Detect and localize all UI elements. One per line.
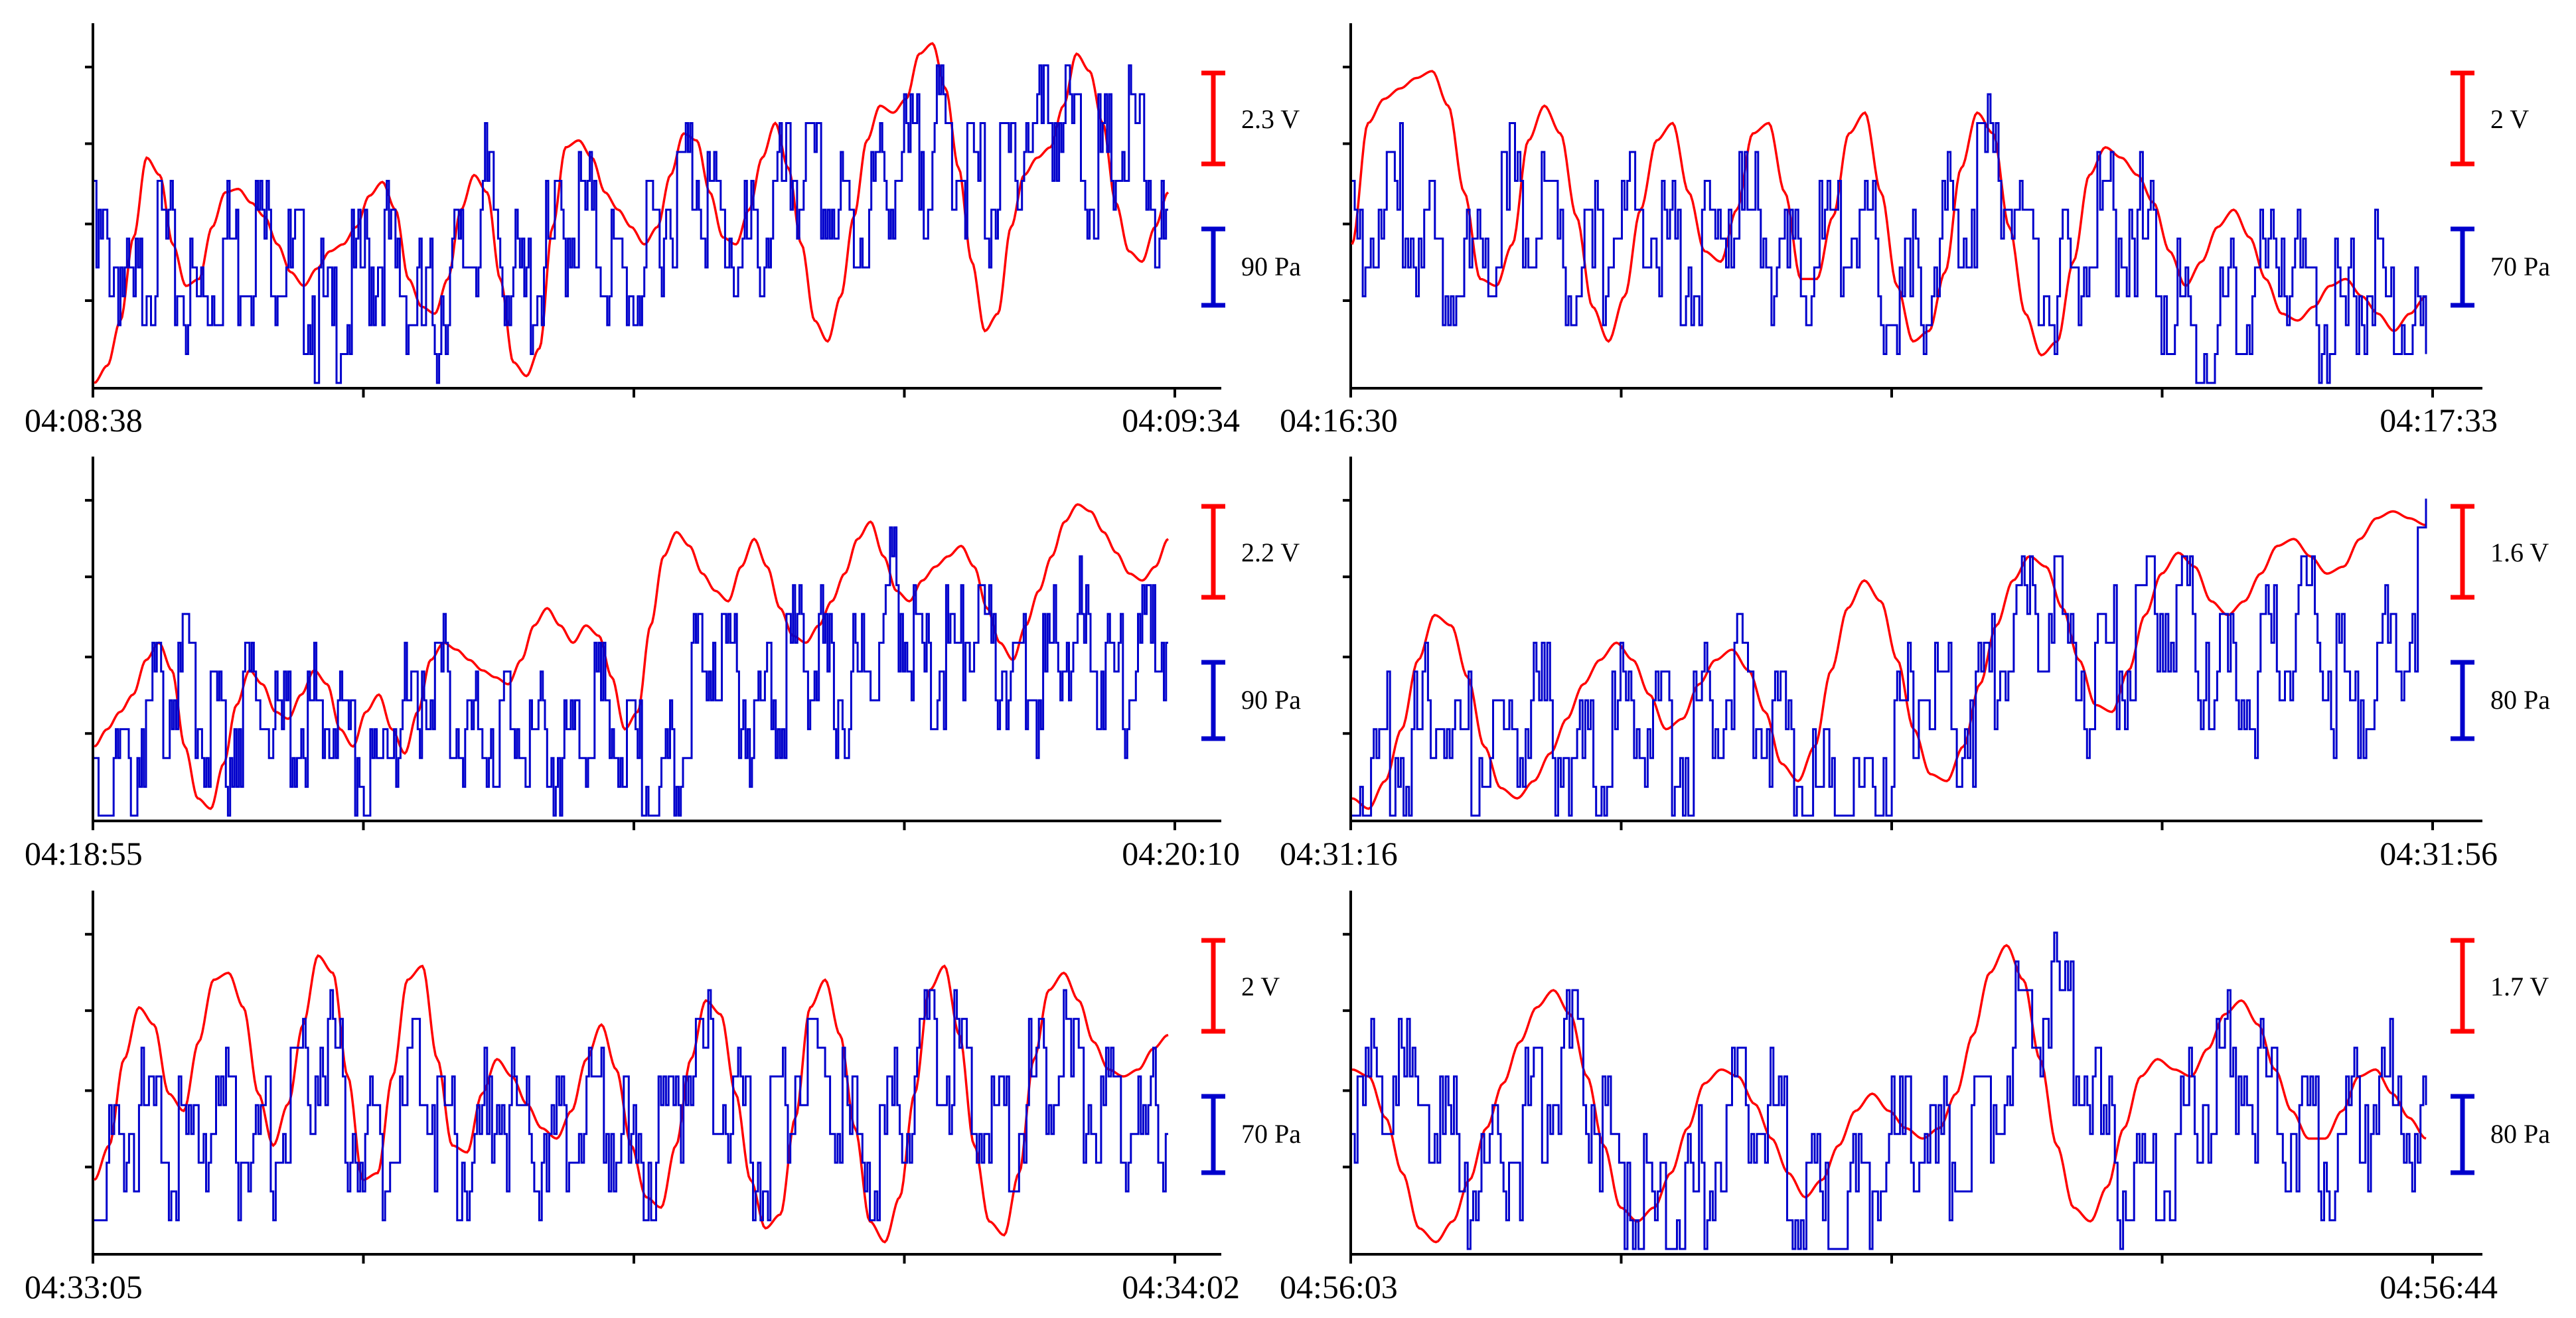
voltage-trace — [1351, 510, 2427, 810]
start-time-label: 04:18:55 — [25, 835, 143, 872]
pressure-trace — [1352, 931, 2427, 1250]
voltage-scale-label: 2.2 V — [1241, 538, 1300, 567]
voltage-scale-label: 1.7 V — [2490, 972, 2549, 1001]
voltage-trace — [94, 42, 1170, 384]
end-time-label: 04:56:44 — [2380, 1268, 2498, 1305]
chart-panel-6: 1.7 V 80 Pa 04:56:03 04:56:44 — [1280, 891, 2550, 1305]
pressure-trace — [1352, 498, 2427, 817]
chart-panel-4: 1.6 V 80 Pa 04:31:16 04:31:56 — [1280, 457, 2550, 872]
chart-panel-3: 2.2 V 90 Pa 04:18:55 04:20:10 — [25, 457, 1301, 872]
end-time-label: 04:34:02 — [1122, 1268, 1240, 1305]
pressure-trace — [94, 526, 1168, 817]
start-time-label: 04:56:03 — [1280, 1268, 1398, 1305]
pressure-scale-label: 90 Pa — [1241, 252, 1301, 281]
pressure-scale-label: 80 Pa — [2490, 685, 2550, 715]
voltage-scale-label: 2.3 V — [1241, 104, 1300, 134]
pressure-scale-label: 70 Pa — [2490, 252, 2550, 281]
pressure-scale-label: 80 Pa — [2490, 1119, 2550, 1149]
start-time-label: 04:33:05 — [25, 1268, 143, 1305]
voltage-scale-label: 2 V — [1241, 972, 1280, 1001]
pressure-trace — [1352, 93, 2427, 384]
end-time-label: 04:17:33 — [2380, 402, 2498, 439]
start-time-label: 04:16:30 — [1280, 402, 1398, 439]
voltage-scale-label: 1.6 V — [2490, 538, 2549, 567]
pressure-scale-label: 90 Pa — [1241, 685, 1301, 715]
end-time-label: 04:31:56 — [2380, 835, 2498, 872]
pressure-scale-label: 70 Pa — [1241, 1119, 1301, 1149]
voltage-scale-label: 2 V — [2490, 104, 2529, 134]
chart-panel-1: 2.3 V 90 Pa 04:08:38 04:09:34 — [25, 23, 1301, 439]
chart-panel-2: 2 V 70 Pa 04:16:30 04:17:33 — [1280, 23, 2550, 439]
chart-panel-5: 2 V 70 Pa 04:33:05 04:34:02 — [25, 891, 1301, 1305]
voltage-trace — [1351, 944, 2427, 1244]
end-time-label: 04:20:10 — [1122, 835, 1240, 872]
end-time-label: 04:09:34 — [1122, 402, 1240, 439]
start-time-label: 04:08:38 — [25, 402, 143, 439]
voltage-trace — [1351, 70, 2427, 357]
pressure-trace — [94, 64, 1168, 384]
pressure-trace — [94, 989, 1168, 1222]
start-time-label: 04:31:16 — [1280, 835, 1398, 872]
